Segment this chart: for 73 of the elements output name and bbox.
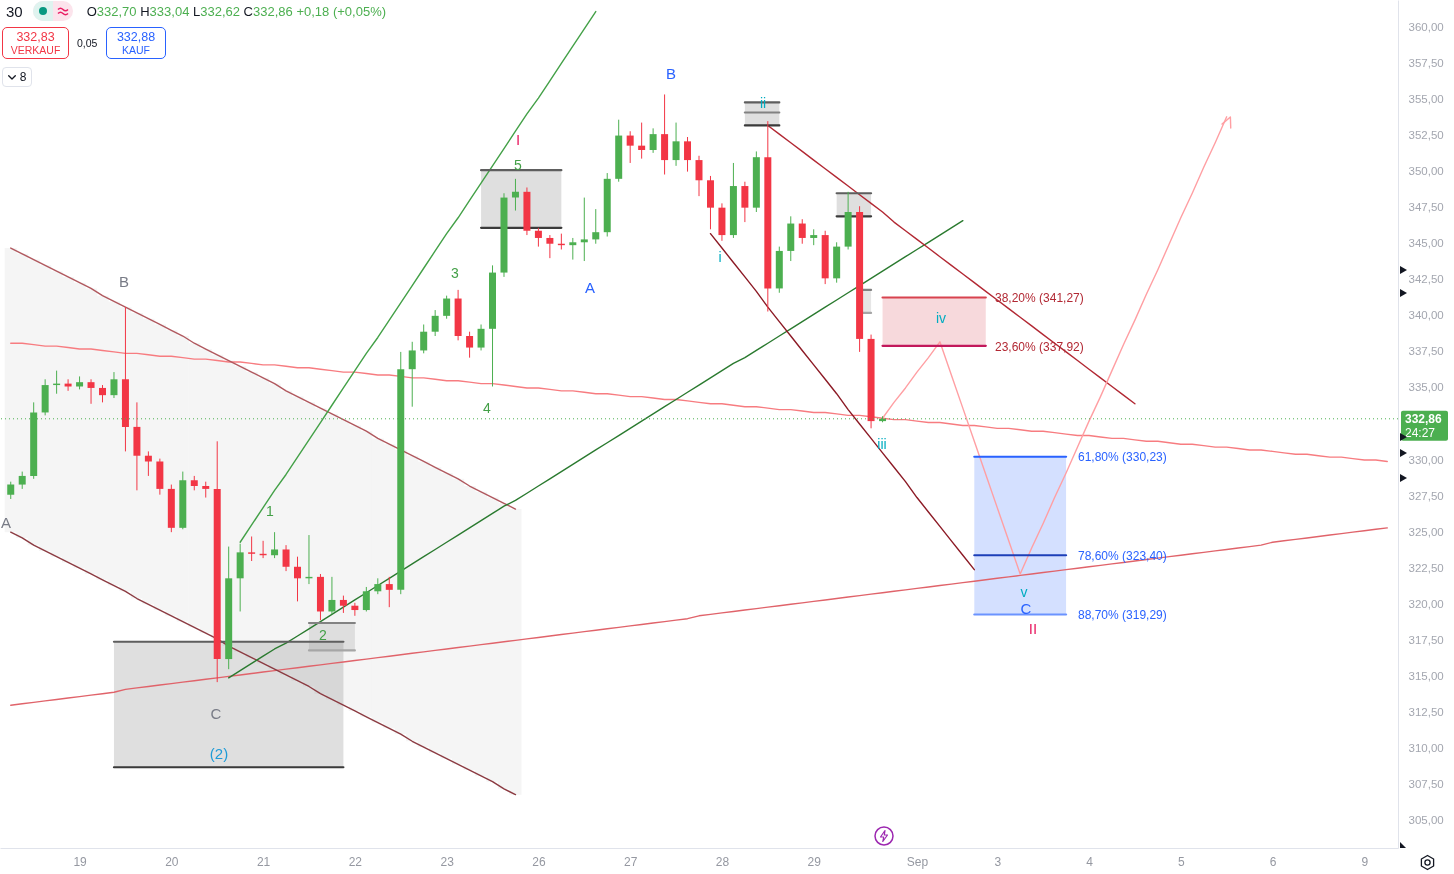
annotation: 4 bbox=[483, 400, 491, 416]
y-tick-label: 307,50 bbox=[1408, 778, 1444, 791]
x-tick-label: 3 bbox=[994, 854, 1002, 869]
annotation: KAUF bbox=[121, 44, 150, 57]
x-tick-label: 27 bbox=[623, 854, 638, 869]
x-tick-label: 29 bbox=[807, 854, 822, 869]
buy-button: 332,88 KAUF bbox=[106, 27, 166, 59]
annotation: ii bbox=[759, 95, 767, 111]
annotation: iii bbox=[877, 436, 887, 452]
x-tick-label: 22 bbox=[348, 854, 363, 869]
ref-line-label: 332,86 bbox=[1405, 411, 1443, 426]
y-tick-label: 310,00 bbox=[1408, 741, 1444, 754]
annotation: VERKAUF bbox=[10, 44, 61, 57]
y-tick-label: 320,00 bbox=[1408, 597, 1444, 610]
y-tick-label: 357,50 bbox=[1408, 56, 1444, 69]
y-tick-label: 330,00 bbox=[1408, 453, 1444, 466]
y-tick-label: 340,00 bbox=[1408, 309, 1444, 322]
annotation: (2) bbox=[209, 744, 229, 762]
y-tick-label: 350,00 bbox=[1408, 165, 1444, 178]
y-tick-label: 312,50 bbox=[1408, 705, 1444, 718]
x-tick-label: 20 bbox=[165, 854, 179, 869]
x-tick-label: 5 bbox=[1177, 854, 1185, 869]
y-tick-label: 355,00 bbox=[1408, 93, 1444, 106]
y-tick-label: 327,50 bbox=[1408, 489, 1444, 502]
annotation: 78,60% (323,40) bbox=[1078, 549, 1167, 563]
y-tick-label: 335,00 bbox=[1408, 381, 1444, 394]
annotation: 5 bbox=[514, 157, 522, 173]
x-tick-label: 23 bbox=[440, 854, 455, 869]
annotation: i bbox=[718, 249, 722, 265]
annotation: I bbox=[515, 130, 521, 148]
y-tick-label: 322,50 bbox=[1408, 561, 1444, 574]
x-tick-label: 4 bbox=[1086, 854, 1094, 869]
annotation: iv bbox=[935, 310, 947, 326]
y-tick-label: 347,50 bbox=[1408, 201, 1444, 214]
x-tick-label: 9 bbox=[1361, 854, 1369, 869]
annotation: C bbox=[1020, 599, 1032, 617]
x-tick-label: Sep bbox=[906, 854, 929, 869]
annotation: A bbox=[584, 278, 596, 296]
annotation: 38,20% (341,27) bbox=[995, 291, 1084, 305]
annotation: A bbox=[1, 513, 12, 531]
sell-button: 332,83 VERKAUF bbox=[2, 27, 69, 59]
x-tick-label: 28 bbox=[715, 854, 730, 869]
x-tick-label: 19 bbox=[73, 854, 88, 869]
y-tick-label: 360,00 bbox=[1408, 20, 1444, 33]
annotation: 8 bbox=[19, 70, 27, 84]
y-tick-label: 305,00 bbox=[1408, 814, 1444, 827]
y-tick-label: 325,00 bbox=[1408, 525, 1444, 538]
annotation: II bbox=[1028, 619, 1038, 637]
y-tick-label: 342,50 bbox=[1408, 273, 1444, 286]
annotation: 1 bbox=[266, 503, 274, 519]
annotation: 0,05 bbox=[77, 37, 98, 49]
annotation: C bbox=[210, 704, 222, 722]
y-tick-label: 337,50 bbox=[1408, 345, 1444, 358]
x-tick-label: 21 bbox=[256, 854, 271, 869]
annotation: B bbox=[665, 64, 677, 82]
y-tick-label: 352,50 bbox=[1408, 129, 1444, 142]
chart-title: 30 bbox=[6, 2, 23, 20]
y-tick-label: 315,00 bbox=[1408, 669, 1444, 682]
dropdown-button: 8 bbox=[2, 67, 32, 87]
y-tick-label: 345,00 bbox=[1408, 237, 1444, 250]
annotation: v bbox=[1020, 584, 1028, 600]
y-tick-label: 317,50 bbox=[1408, 633, 1444, 646]
x-tick-label: 6 bbox=[1269, 854, 1277, 869]
annotation: 332,83 bbox=[16, 29, 55, 45]
text: O332,70 H333,04 L332,62 C332,86 +0,18 (+0,05%) bbox=[86, 3, 387, 19]
annotation: 88,70% (319,29) bbox=[1078, 608, 1167, 622]
annotation: 332,88 bbox=[116, 29, 156, 45]
x-tick-label: 26 bbox=[532, 854, 546, 869]
annotation: B bbox=[118, 272, 130, 290]
annotation: 3 bbox=[451, 265, 459, 281]
text: 24:27 bbox=[1405, 425, 1436, 440]
annotation: 2 bbox=[319, 627, 327, 643]
annotation: 61,80% (330,23) bbox=[1078, 450, 1167, 464]
